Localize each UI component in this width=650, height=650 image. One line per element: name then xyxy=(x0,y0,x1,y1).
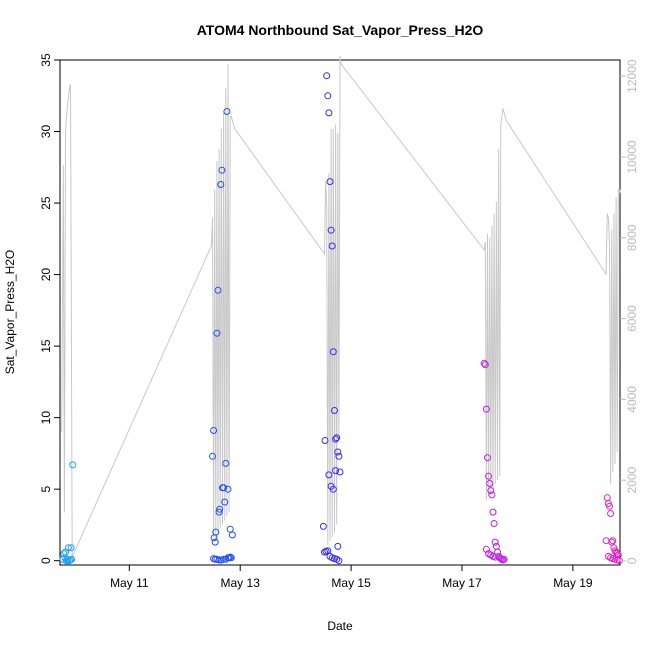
data-point xyxy=(334,542,342,550)
data-point xyxy=(485,472,493,480)
data-point xyxy=(609,537,617,545)
data-point xyxy=(213,329,221,337)
data-point xyxy=(333,434,341,442)
data-point xyxy=(324,92,332,100)
data-point xyxy=(486,480,494,487)
y-right-tick-label: 6000 xyxy=(625,305,639,332)
data-point xyxy=(224,485,232,493)
y-right-tick-label: 12000 xyxy=(625,59,639,93)
data-point xyxy=(480,359,488,367)
data-point xyxy=(226,525,234,533)
data-point xyxy=(325,109,333,117)
data-point xyxy=(212,528,220,536)
data-point xyxy=(491,553,499,561)
data-point xyxy=(332,467,340,475)
data-point xyxy=(228,531,236,539)
data-point xyxy=(332,435,340,443)
data-point xyxy=(481,361,489,369)
data-point xyxy=(329,348,337,356)
data-point xyxy=(220,484,228,492)
data-point xyxy=(62,548,69,556)
data-point xyxy=(220,555,228,563)
data-point xyxy=(490,520,498,527)
data-point xyxy=(336,468,344,476)
data-point xyxy=(209,452,216,460)
y-tick-label: 0 xyxy=(39,557,53,564)
data-point xyxy=(328,242,336,250)
data-point xyxy=(214,286,222,294)
data-point xyxy=(500,555,508,563)
data-point xyxy=(67,544,75,552)
data-point xyxy=(489,508,497,516)
data-point xyxy=(323,72,331,80)
data-point xyxy=(487,487,495,495)
y-right-tick-label: 8000 xyxy=(625,224,639,251)
data-point xyxy=(217,181,225,188)
y-tick-label: 10 xyxy=(39,411,53,425)
data-point xyxy=(334,448,342,456)
data-point xyxy=(327,226,335,234)
data-point xyxy=(68,555,76,563)
data-point xyxy=(335,452,343,460)
y-right-tick-label: 2000 xyxy=(625,466,639,493)
x-tick-label: May 13 xyxy=(221,576,261,590)
data-point xyxy=(488,491,496,499)
y-tick-label: 35 xyxy=(39,53,53,67)
data-point xyxy=(60,550,68,558)
data-point xyxy=(499,556,507,564)
data-point xyxy=(335,557,343,565)
data-point xyxy=(484,454,491,462)
data-point xyxy=(603,494,611,502)
data-point xyxy=(607,510,615,517)
points-layer xyxy=(59,72,623,565)
y-tick-label: 15 xyxy=(39,339,53,353)
data-point xyxy=(498,555,506,563)
data-point xyxy=(211,538,219,546)
data-point xyxy=(215,508,223,516)
data-point xyxy=(222,459,230,467)
data-point xyxy=(223,108,231,115)
data-point xyxy=(482,405,490,413)
x-axis-label: Date xyxy=(327,619,353,633)
x-tick-label: May 11 xyxy=(110,576,149,590)
y-tick-label: 30 xyxy=(39,125,53,139)
data-point xyxy=(326,178,334,186)
y-tick-label: 5 xyxy=(39,486,53,493)
x-tick-label: May 15 xyxy=(331,576,371,590)
y-tick-label: 20 xyxy=(39,268,53,282)
data-point xyxy=(216,505,224,513)
grey-line-layer xyxy=(61,55,622,558)
y-axis-label: Sat_Vapor_Press_H2O xyxy=(3,250,17,375)
data-point xyxy=(218,166,226,174)
x-tick-label: May 17 xyxy=(442,576,482,590)
data-point xyxy=(325,471,333,479)
data-point xyxy=(329,485,337,493)
x-tick-label: May 19 xyxy=(553,576,593,590)
data-point xyxy=(67,556,74,564)
data-point xyxy=(210,427,218,434)
y-right-tick-label: 10000 xyxy=(625,140,639,174)
data-point xyxy=(215,556,223,564)
data-point xyxy=(491,538,499,546)
data-point xyxy=(69,461,77,469)
data-point xyxy=(331,407,338,414)
y-right-tick-label: 4000 xyxy=(625,386,639,413)
data-point xyxy=(602,537,610,545)
data-point xyxy=(221,498,229,506)
grey-series-line xyxy=(61,55,622,558)
data-point xyxy=(319,522,327,530)
data-point xyxy=(321,437,329,444)
y-right-tick-label: 0 xyxy=(625,557,639,564)
axes-layer: 0 5 10 15 20 25 30 35 0 2000 4000 6000 8000 10000 1200… xyxy=(39,53,639,590)
chart-title: ATOM4 Northbound Sat_Vapor_Press_H2O xyxy=(197,22,484,38)
data-point xyxy=(64,557,72,565)
data-point xyxy=(482,545,490,553)
data-point xyxy=(606,502,613,510)
data-point xyxy=(224,554,232,562)
y-tick-label: 25 xyxy=(39,196,53,210)
